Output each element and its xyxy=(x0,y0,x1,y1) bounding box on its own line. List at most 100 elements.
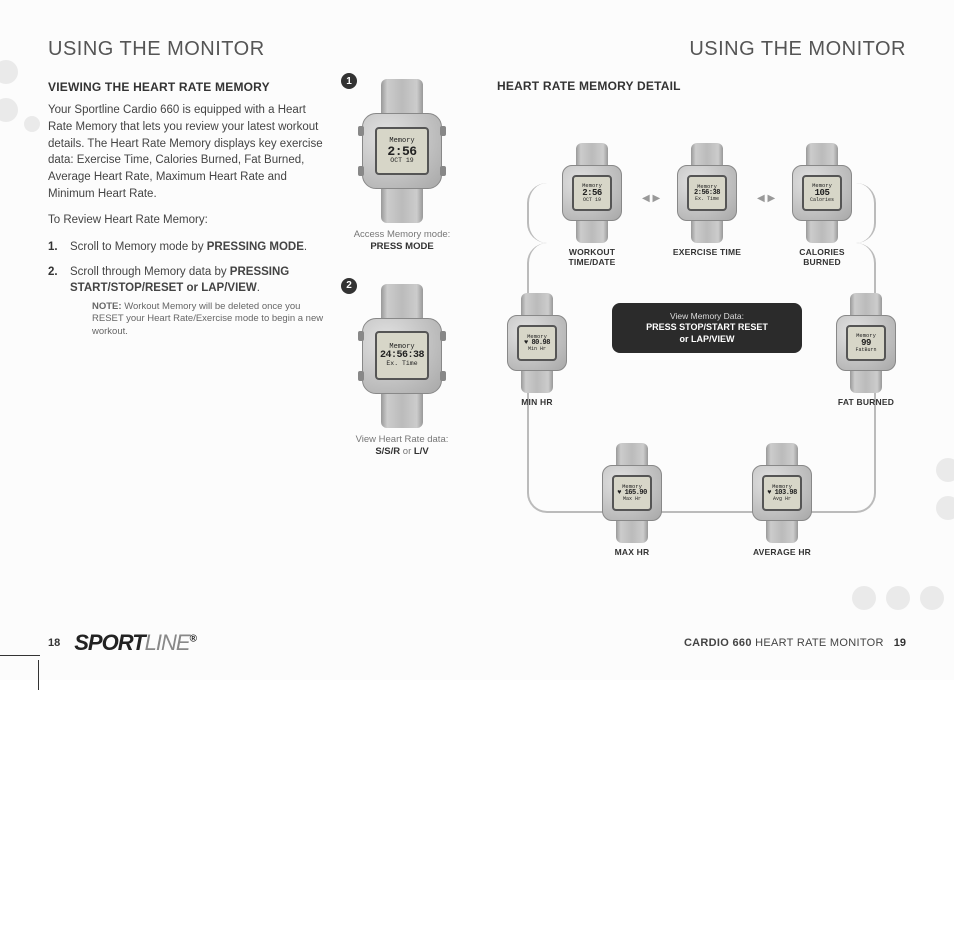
screen-line: 2:56 xyxy=(387,145,416,158)
watch-strap xyxy=(850,371,881,393)
intro-paragraph: Your Sportline Cardio 660 is equipped wi… xyxy=(48,102,329,202)
watch-button xyxy=(358,126,364,136)
node-label: EXERCISE TIME xyxy=(667,247,747,257)
screen-line: OCT 19 xyxy=(583,198,601,203)
watch-screen: Memory 2:56 OCT 19 xyxy=(375,127,428,176)
watch-illustration: Memory 105 Calories xyxy=(792,143,852,243)
watch-strap xyxy=(616,443,647,465)
watch-block-1: 1 Memory 2:56 OCT xyxy=(347,79,457,254)
watch-screen: Memory ♥ 165.90 Max Hr xyxy=(612,475,651,511)
watch-strap xyxy=(381,189,423,223)
dot xyxy=(24,116,40,132)
watch-button xyxy=(440,371,446,381)
node-fat: Memory 99 FatBurn FAT BURNED xyxy=(826,293,906,407)
watch-button xyxy=(358,331,364,341)
center-line: View Memory Data: xyxy=(626,311,788,322)
center-line: or LAP/VIEW xyxy=(626,334,788,346)
page-number-left: 18 xyxy=(48,637,60,649)
screen-line: OCT 19 xyxy=(390,158,413,165)
watch-screen: Memory 2:56:38 Ex. Time xyxy=(687,175,726,211)
dot xyxy=(936,458,954,482)
watch-strap xyxy=(766,443,797,465)
watch-case: Memory ♥ 103.98 Avg Hr xyxy=(752,465,812,521)
watch-case: Memory 105 Calories xyxy=(792,165,852,221)
step-badge: 1 xyxy=(341,73,357,89)
node-calories: Memory 105 Calories CALORIES BURNED xyxy=(782,143,862,267)
watch-case: Memory 2:56:38 Ex. Time xyxy=(677,165,737,221)
watch-illustration: Memory 99 FatBurn xyxy=(836,293,896,393)
center-instruction-box: View Memory Data: PRESS STOP/START RESET… xyxy=(612,303,802,353)
watch-illustration: Memory 2:56 OCT 19 xyxy=(562,143,622,243)
screen-line: Ex. Time xyxy=(695,197,719,202)
step-1: Scroll to Memory mode by PRESSING MODE. xyxy=(48,239,329,256)
watch-illustration: Memory 2:56:38 Ex. Time xyxy=(677,143,737,243)
watch-strap xyxy=(576,143,607,165)
watch-button xyxy=(358,371,364,381)
logo-light: LINE xyxy=(145,630,190,655)
watch-screen: Memory ♥ 80.98 Min Hr xyxy=(517,325,556,361)
node-max-hr: Memory ♥ 165.90 Max Hr MAX HR xyxy=(592,443,672,557)
section-header-left: USING THE MONITOR xyxy=(48,38,457,61)
screen-line: FatBurn xyxy=(855,348,876,353)
steps-list: Scroll to Memory mode by PRESSING MODE. … xyxy=(48,239,329,338)
watch-strap xyxy=(691,143,722,165)
caption-text: Access Memory mode: xyxy=(354,229,451,240)
watch-caption: Access Memory mode: PRESS MODE xyxy=(347,229,457,254)
node-label: CALORIES BURNED xyxy=(782,247,862,267)
dot xyxy=(936,496,954,520)
node-min-hr: Memory ♥ 80.98 Min Hr MIN HR xyxy=(497,293,577,407)
watch-illustration: Memory 24:56:38 Ex. Time xyxy=(362,284,442,428)
step-text: . xyxy=(304,241,307,253)
decorative-dots xyxy=(936,458,954,520)
crop-mark xyxy=(0,655,40,657)
node-avg-hr: Memory ♥ 103.98 Avg Hr AVERAGE HR xyxy=(742,443,822,557)
watch-block-2: 2 Memory 24:56:38 xyxy=(347,284,457,459)
step-text: . xyxy=(257,282,260,294)
watch-case: Memory ♥ 80.98 Min Hr xyxy=(507,315,567,371)
node-label: FAT BURNED xyxy=(826,397,906,407)
watch-screen: Memory 2:56 OCT 19 xyxy=(572,175,611,211)
node-label: MAX HR xyxy=(592,547,672,557)
watch-button xyxy=(440,331,446,341)
watch-case: Memory ♥ 165.90 Max Hr xyxy=(602,465,662,521)
crop-mark xyxy=(38,660,40,690)
screen-line: Ex. Time xyxy=(386,361,417,368)
watch-strap xyxy=(850,293,881,315)
sub-header: VIEWING THE HEART RATE MEMORY xyxy=(48,79,329,96)
note-text: Workout Memory will be deleted once you … xyxy=(92,301,323,337)
footer: 18 SPORTLINE® CARDIO 660 HEART RATE MONI… xyxy=(48,630,906,656)
watch-caption: View Heart Rate data: S/S/R or L/V xyxy=(347,434,457,459)
note: NOTE: Workout Memory will be deleted onc… xyxy=(70,301,329,338)
dot xyxy=(0,98,18,122)
footer-right: CARDIO 660 HEART RATE MONITOR 19 xyxy=(684,637,906,649)
watch-button xyxy=(440,126,446,136)
arrow-icon: ◀ ▶ xyxy=(642,193,660,204)
section-header-right: USING THE MONITOR xyxy=(497,38,906,61)
caption-bold: S/S/R xyxy=(375,446,400,457)
left-page: USING THE MONITOR VIEWING THE HEART RATE… xyxy=(48,38,477,660)
watch-screen: Memory ♥ 103.98 Avg Hr xyxy=(762,475,801,511)
text-column: VIEWING THE HEART RATE MEMORY Your Sport… xyxy=(48,79,329,488)
watch-column: 1 Memory 2:56 OCT xyxy=(347,79,457,488)
watch-strap xyxy=(766,521,797,543)
product-text: HEART RATE MONITOR xyxy=(752,637,884,649)
watch-case: Memory 2:56 OCT 19 xyxy=(562,165,622,221)
step-bold: PRESSING MODE xyxy=(207,241,304,253)
watch-screen: Memory 24:56:38 Ex. Time xyxy=(375,331,428,380)
step-2: Scroll through Memory data by PRESSING S… xyxy=(48,264,329,338)
node-exercise: Memory 2:56:38 Ex. Time EXERCISE TIME xyxy=(667,143,747,257)
review-label: To Review Heart Rate Memory: xyxy=(48,212,329,229)
watch-illustration: Memory ♥ 103.98 Avg Hr xyxy=(752,443,812,543)
watch-illustration: Memory ♥ 80.98 Min Hr xyxy=(507,293,567,393)
watch-strap xyxy=(806,143,837,165)
watch-screen: Memory 99 FatBurn xyxy=(846,325,885,361)
arrow-icon: ◀ ▶ xyxy=(757,193,775,204)
watch-strap xyxy=(616,521,647,543)
screen-line: Min Hr xyxy=(528,347,546,352)
watch-button xyxy=(358,166,364,176)
dot xyxy=(920,586,944,610)
watch-strap xyxy=(381,79,423,113)
flow-outline xyxy=(527,243,876,513)
watch-strap xyxy=(691,221,722,243)
decorative-dots xyxy=(0,60,40,132)
